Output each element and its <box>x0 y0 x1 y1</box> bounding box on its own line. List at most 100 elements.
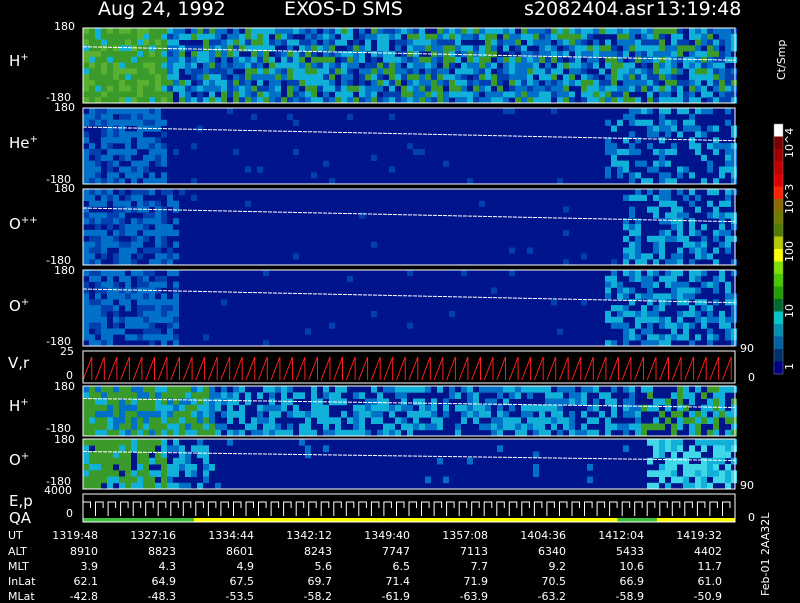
heatmap-cell <box>389 79 395 87</box>
heatmap-cell <box>137 189 143 196</box>
heatmap-cell <box>113 79 119 87</box>
heatmap-cell <box>731 166 737 173</box>
heatmap-cell <box>179 482 185 490</box>
heatmap-cell <box>653 235 659 242</box>
heatmap-cell <box>113 172 119 179</box>
heatmap-cell <box>575 79 581 87</box>
heatmap-cell <box>677 33 683 40</box>
heatmap-cell <box>341 28 347 35</box>
heatmap-cell <box>713 392 719 399</box>
heatmap-cell <box>695 310 701 318</box>
heatmap-cell <box>515 97 521 104</box>
heatmap-cell <box>485 56 491 63</box>
heatmap-cell <box>725 119 731 126</box>
heatmap-cell <box>101 131 107 138</box>
heatmap-cell <box>371 411 377 418</box>
heatmap-cell <box>671 119 677 126</box>
heatmap-cell <box>647 404 653 412</box>
heatmap-cell <box>701 253 707 260</box>
heatmap-cell <box>311 62 317 69</box>
heatmap-cell <box>401 51 407 58</box>
heatmap-cell <box>161 316 167 323</box>
heatmap-cell <box>89 119 95 126</box>
heatmap-cell <box>491 28 497 35</box>
heatmap-cell <box>617 305 623 312</box>
heatmap-cell <box>641 386 647 393</box>
heatmap-cell <box>113 470 119 477</box>
heatmap-cell <box>725 148 731 156</box>
heatmap-cell <box>143 275 149 282</box>
heatmap-cell <box>227 45 233 52</box>
heatmap-cell <box>623 328 629 335</box>
heatmap-cell <box>473 51 479 58</box>
heatmap-cell <box>83 113 89 120</box>
heatmap-cell <box>635 275 641 282</box>
heatmap-cell <box>365 404 371 412</box>
heatmap-cell <box>95 51 101 58</box>
heatmap-cell <box>137 482 143 490</box>
heatmap-cell <box>659 229 665 237</box>
heatmap-cell <box>467 404 473 412</box>
heatmap-cell <box>437 68 443 75</box>
heatmap-cell <box>173 305 179 312</box>
heatmap-cell <box>731 270 737 277</box>
heatmap-cell <box>623 74 629 81</box>
heatmap-cell <box>467 91 473 98</box>
heatmap-cell <box>725 476 731 484</box>
heatmap-cell <box>329 51 335 58</box>
heatmap-cell <box>107 166 113 173</box>
heatmap-cell <box>251 28 257 35</box>
heatmap-cell <box>659 218 665 225</box>
heatmap-cell <box>395 404 401 412</box>
heatmap-cell <box>119 398 125 406</box>
heatmap-cell <box>551 398 557 406</box>
heatmap-cell <box>161 253 167 260</box>
heatmap-cell <box>659 97 665 104</box>
heatmap-cell <box>95 322 101 329</box>
heatmap-cell <box>173 417 179 424</box>
heatmap-cell <box>467 56 473 63</box>
heatmap-cell <box>83 154 89 161</box>
heatmap-cell <box>653 125 659 132</box>
heatmap-cell <box>677 310 683 318</box>
colorbar-segment <box>774 186 783 200</box>
heatmap-cell <box>635 218 641 225</box>
heatmap-cell <box>137 305 143 312</box>
heatmap-cell <box>269 28 275 35</box>
panel-label-vr: V,r <box>8 354 30 372</box>
heatmap-cell <box>713 148 719 156</box>
heatmap-cell <box>551 79 557 87</box>
heatmap-cell <box>185 398 191 406</box>
heatmap-cell <box>89 275 95 282</box>
heatmap-cell <box>335 62 341 69</box>
panel-frame <box>82 107 736 185</box>
heatmap-cell <box>209 464 215 471</box>
heatmap-cell <box>125 91 131 98</box>
heatmap-cell <box>587 79 593 87</box>
heatmap-cell <box>695 85 701 92</box>
heatmap-cell <box>95 270 101 277</box>
heatmap-cell <box>695 482 701 490</box>
heatmap-cell <box>89 113 95 120</box>
heatmap-cell <box>149 33 155 40</box>
heatmap-cell <box>137 334 143 341</box>
heatmap-cell <box>347 62 353 69</box>
footer-cell: 5433 <box>616 545 644 558</box>
heatmap-cell <box>137 39 143 46</box>
heatmap-cell <box>611 281 617 288</box>
heatmap-cell <box>599 97 605 104</box>
heatmap-cell <box>95 189 101 196</box>
heatmap-cell <box>185 451 191 459</box>
heatmap-cell <box>719 476 725 484</box>
heatmap-cell <box>689 411 695 418</box>
heatmap-cell <box>113 404 119 412</box>
heatmap-cell <box>437 97 443 104</box>
heatmap-cell <box>143 247 149 254</box>
heatmap-cell <box>701 91 707 98</box>
heatmap-cell <box>161 224 167 231</box>
heatmap-cell <box>287 39 293 46</box>
heatmap-cell <box>257 429 263 437</box>
qa-segment <box>83 518 194 522</box>
heatmap-cell <box>461 33 467 40</box>
heatmap-cell <box>623 411 629 418</box>
